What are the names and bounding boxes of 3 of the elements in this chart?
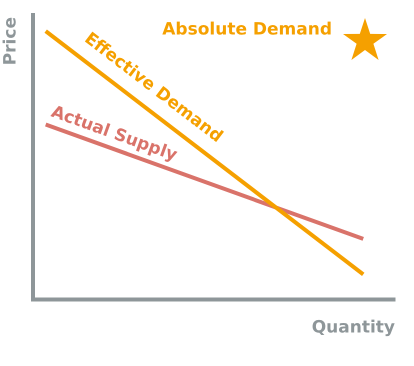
x-axis-title: Quantity — [312, 318, 395, 338]
y-axis-title: Price — [0, 17, 20, 66]
annotation: Absolute Demand — [162, 19, 332, 40]
